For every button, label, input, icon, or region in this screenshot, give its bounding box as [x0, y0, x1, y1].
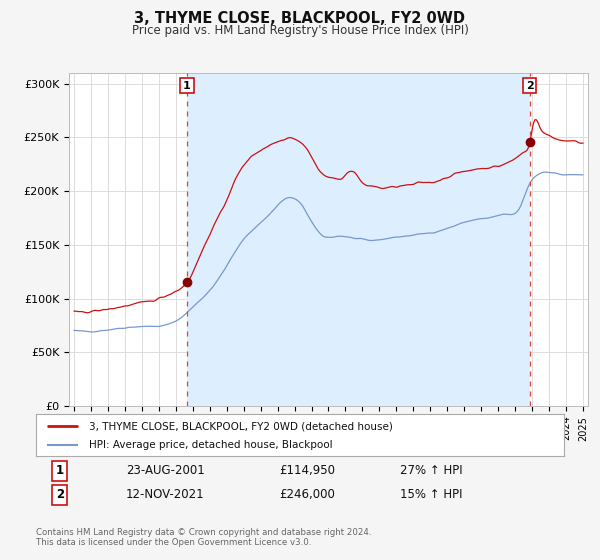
Text: 1: 1	[183, 81, 191, 91]
Text: 3, THYME CLOSE, BLACKPOOL, FY2 0WD (detached house): 3, THYME CLOSE, BLACKPOOL, FY2 0WD (deta…	[89, 421, 392, 431]
Text: 2: 2	[56, 488, 64, 501]
Text: 12-NOV-2021: 12-NOV-2021	[126, 488, 205, 501]
Text: 1: 1	[56, 464, 64, 478]
Text: HPI: Average price, detached house, Blackpool: HPI: Average price, detached house, Blac…	[89, 440, 332, 450]
Text: 3, THYME CLOSE, BLACKPOOL, FY2 0WD: 3, THYME CLOSE, BLACKPOOL, FY2 0WD	[134, 11, 466, 26]
Text: This data is licensed under the Open Government Licence v3.0.: This data is licensed under the Open Gov…	[36, 538, 311, 547]
Text: £114,950: £114,950	[279, 464, 335, 478]
Text: Contains HM Land Registry data © Crown copyright and database right 2024.: Contains HM Land Registry data © Crown c…	[36, 528, 371, 536]
Text: Price paid vs. HM Land Registry's House Price Index (HPI): Price paid vs. HM Land Registry's House …	[131, 24, 469, 36]
Text: 27% ↑ HPI: 27% ↑ HPI	[400, 464, 463, 478]
Bar	[187, 73, 530, 406]
Text: 2: 2	[526, 81, 533, 91]
Text: £246,000: £246,000	[279, 488, 335, 501]
Text: 15% ↑ HPI: 15% ↑ HPI	[400, 488, 463, 501]
Text: 23-AUG-2001: 23-AUG-2001	[126, 464, 205, 478]
